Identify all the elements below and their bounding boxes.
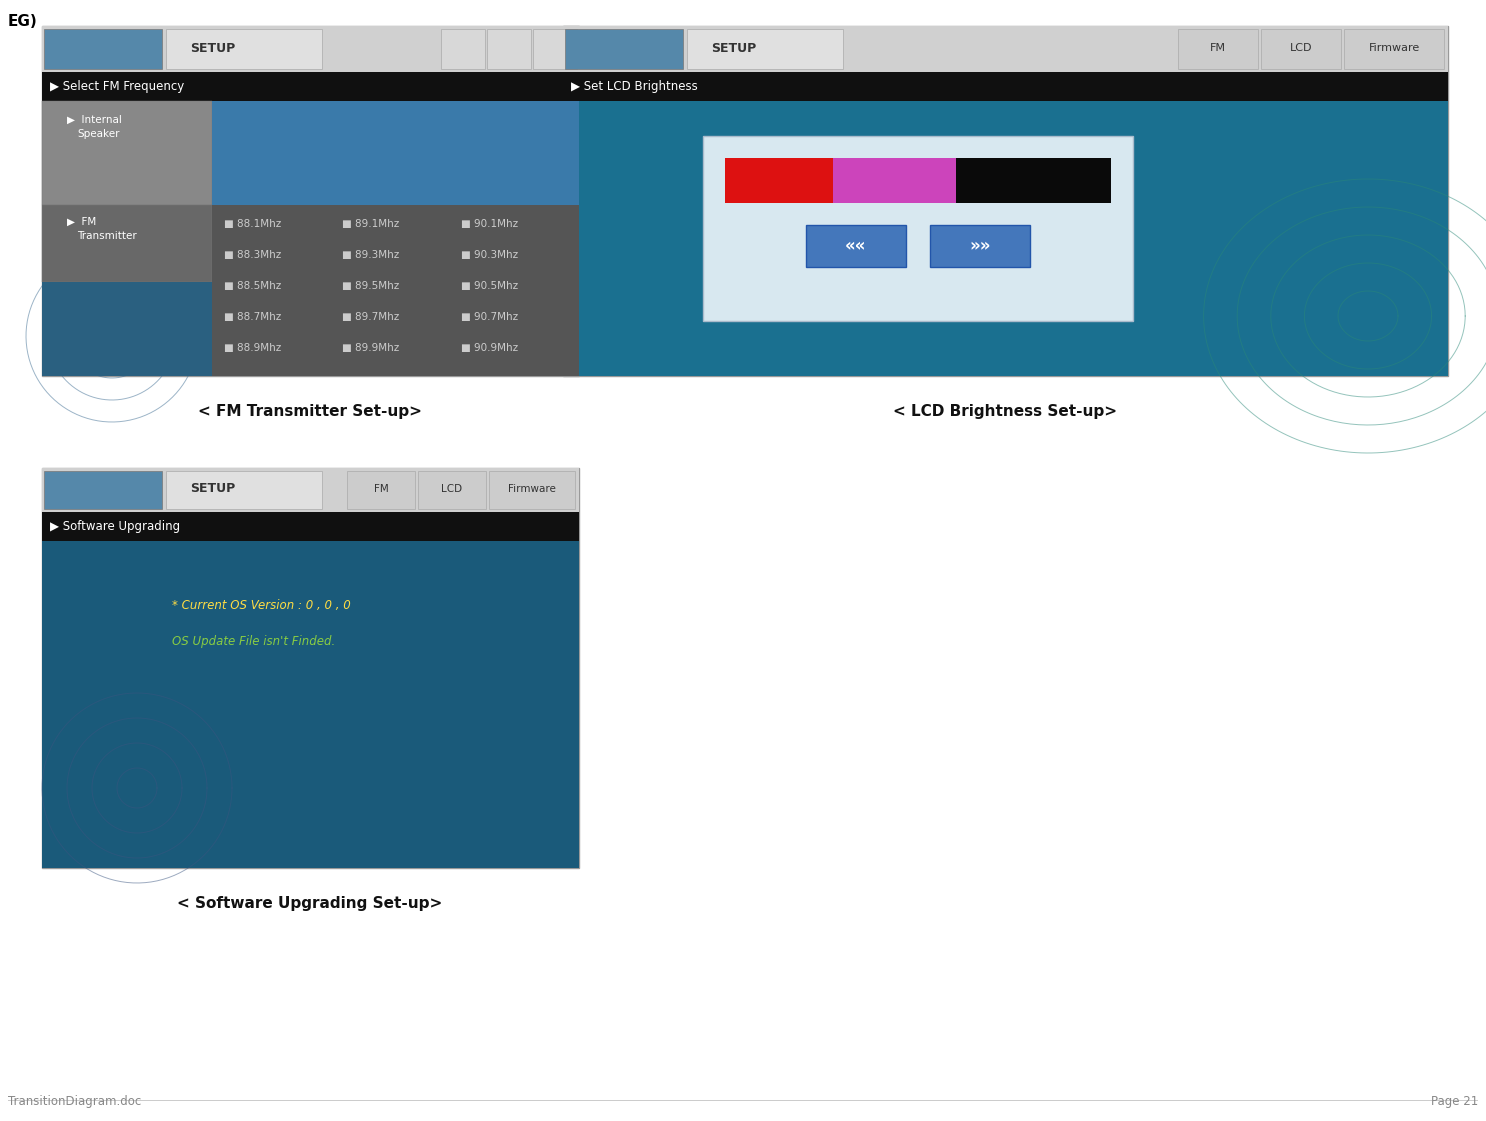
Bar (42, 101, 212, 205)
Bar (212, 205, 580, 376)
Bar (212, 101, 580, 205)
Bar (687, 29, 843, 70)
Text: EG): EG) (7, 13, 37, 29)
Bar (955, 158, 1112, 203)
Bar (42, 205, 212, 282)
Text: ■ 88.1Mhz: ■ 88.1Mhz (224, 219, 281, 229)
Bar (42, 282, 212, 376)
Bar (489, 471, 575, 509)
Text: SETUP: SETUP (710, 41, 756, 55)
Bar (805, 225, 906, 267)
Text: LCD: LCD (441, 484, 462, 494)
Text: ▶ Software Upgrading: ▶ Software Upgrading (51, 520, 180, 532)
Bar (42, 512, 580, 541)
Text: Speaker: Speaker (77, 129, 119, 139)
Bar (166, 29, 322, 70)
Text: ■ 89.7Mhz: ■ 89.7Mhz (342, 312, 400, 322)
Text: ■ 90.1Mhz: ■ 90.1Mhz (461, 219, 517, 229)
Bar (563, 72, 1447, 101)
Bar (703, 136, 1132, 321)
Text: ««: «« (846, 237, 866, 254)
Text: TransitionDiagram.doc: TransitionDiagram.doc (7, 1095, 141, 1108)
Text: ▶ Set LCD Brightness: ▶ Set LCD Brightness (571, 80, 698, 93)
Text: Firmware: Firmware (1369, 43, 1419, 53)
Bar (45, 471, 162, 509)
Text: ▶  FM: ▶ FM (67, 217, 97, 226)
Bar (725, 158, 834, 203)
Text: ■ 89.5Mhz: ■ 89.5Mhz (342, 281, 400, 290)
Text: ■ 89.9Mhz: ■ 89.9Mhz (342, 343, 400, 353)
Bar (565, 29, 684, 70)
Bar (563, 101, 1447, 376)
Text: »»: »» (969, 237, 991, 254)
Text: LCD: LCD (1290, 43, 1312, 53)
Text: ▶ Select FM Frequency: ▶ Select FM Frequency (51, 80, 184, 93)
Bar (563, 26, 1447, 376)
Text: ■ 88.5Mhz: ■ 88.5Mhz (224, 281, 281, 290)
Text: ■ 88.7Mhz: ■ 88.7Mhz (224, 312, 281, 322)
Text: * Current OS Version : 0 , 0 , 0: * Current OS Version : 0 , 0 , 0 (172, 600, 351, 612)
Text: FM: FM (1210, 43, 1226, 53)
Text: ▶  Internal: ▶ Internal (67, 115, 122, 126)
Text: ■ 90.5Mhz: ■ 90.5Mhz (461, 281, 517, 290)
Text: ■ 88.3Mhz: ■ 88.3Mhz (224, 250, 281, 260)
Text: ■ 90.3Mhz: ■ 90.3Mhz (461, 250, 517, 260)
Bar (42, 467, 580, 868)
Text: ■ 90.7Mhz: ■ 90.7Mhz (461, 312, 517, 322)
Text: FM: FM (373, 484, 388, 494)
Text: Firmware: Firmware (508, 484, 556, 494)
Bar (441, 29, 484, 70)
Text: Transmitter: Transmitter (77, 231, 137, 241)
Text: < Software Upgrading Set-up>: < Software Upgrading Set-up> (177, 896, 443, 911)
Bar (1178, 29, 1259, 70)
Bar (42, 26, 580, 72)
Text: SETUP: SETUP (190, 482, 235, 495)
Bar (42, 467, 580, 512)
Bar (42, 541, 580, 868)
Text: ■ 89.3Mhz: ■ 89.3Mhz (342, 250, 400, 260)
Text: SETUP: SETUP (190, 41, 235, 55)
Text: Page 21: Page 21 (1431, 1095, 1479, 1108)
Text: ■ 89.1Mhz: ■ 89.1Mhz (342, 219, 400, 229)
Bar (487, 29, 531, 70)
Bar (166, 471, 322, 509)
Bar (42, 26, 580, 376)
Bar (1262, 29, 1340, 70)
Bar (533, 29, 577, 70)
Text: ■ 88.9Mhz: ■ 88.9Mhz (224, 343, 281, 353)
Bar (1343, 29, 1444, 70)
Text: < LCD Brightness Set-up>: < LCD Brightness Set-up> (893, 404, 1117, 419)
Text: < FM Transmitter Set-up>: < FM Transmitter Set-up> (198, 404, 422, 419)
Text: OS Update File isn't Finded.: OS Update File isn't Finded. (172, 634, 336, 648)
Bar (834, 158, 955, 203)
Bar (348, 471, 415, 509)
Bar (930, 225, 1030, 267)
Text: ■ 90.9Mhz: ■ 90.9Mhz (461, 343, 517, 353)
Bar (45, 29, 162, 70)
Bar (42, 72, 580, 101)
Bar (563, 26, 1447, 72)
Bar (418, 471, 486, 509)
